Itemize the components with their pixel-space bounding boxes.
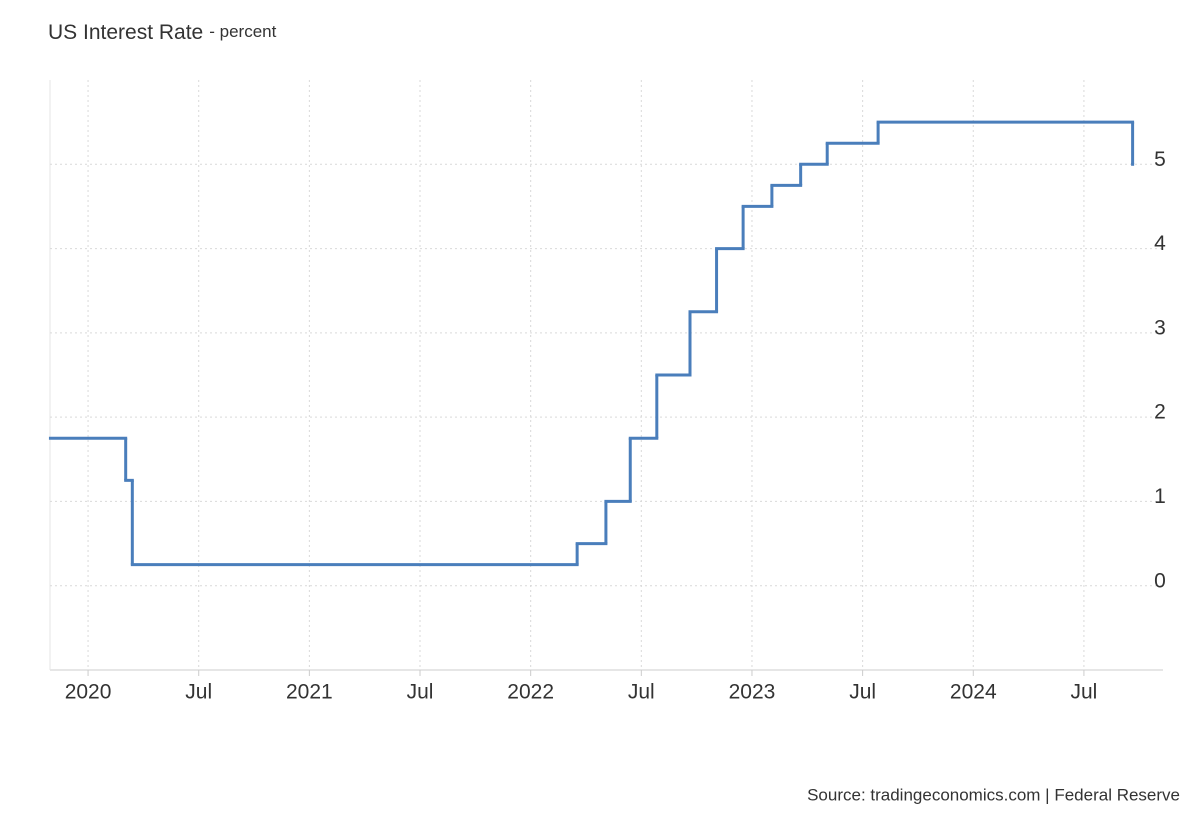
x-tick-label: 2024: [950, 681, 997, 704]
x-tick-label: 2020: [65, 681, 112, 704]
y-tick-label: 2: [1154, 401, 1166, 424]
x-tick-label: Jul: [628, 681, 655, 704]
y-tick-label: 1: [1154, 485, 1166, 508]
x-tick-label: 2021: [286, 681, 333, 704]
y-tick-label: 5: [1154, 148, 1166, 171]
x-tick-label: Jul: [185, 681, 212, 704]
y-tick-label: 0: [1154, 569, 1166, 592]
title: US Interest Rate: [48, 21, 203, 44]
subtitle: - percent: [209, 22, 276, 41]
x-tick-label: Jul: [849, 681, 876, 704]
x-tick-label: Jul: [407, 681, 434, 704]
x-tick-label: 2023: [729, 681, 776, 704]
source: Source: tradingeconomics.com | Federal R…: [807, 785, 1180, 804]
chart-title: US Interest Rate - percent: [48, 21, 277, 44]
y-tick-label: 3: [1154, 316, 1166, 339]
x-tick-label: Jul: [1070, 681, 1097, 704]
y-tick-label: 4: [1154, 232, 1166, 255]
x-tick-label: 2022: [507, 681, 554, 704]
